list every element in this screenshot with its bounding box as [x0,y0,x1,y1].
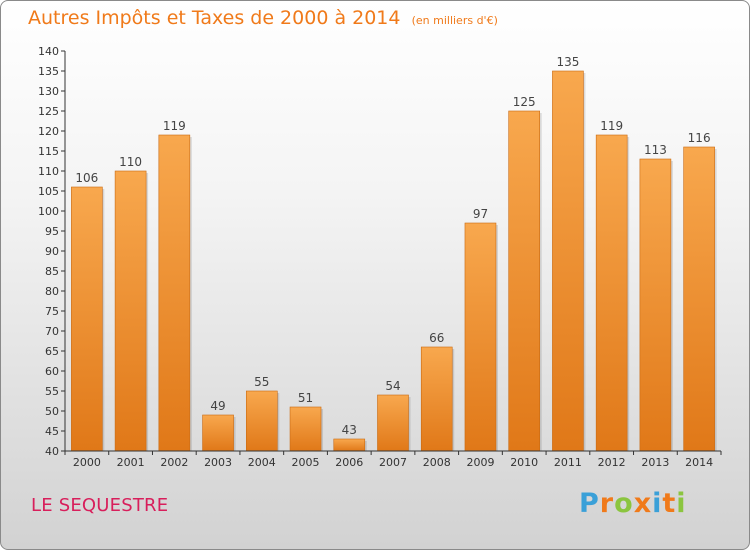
y-tick-label: 115 [38,145,59,158]
value-label-2004: 55 [254,375,269,389]
bar-2009 [464,222,497,452]
y-tick-label: 60 [45,365,59,378]
value-label-2010: 125 [513,95,536,109]
chart-title: Autres Impôts et Taxes de 2000 à 2014 [28,7,401,29]
x-tick-label-2010: 2010 [510,456,538,469]
chart-subtitle: (en milliers d'€) [411,14,498,27]
y-tick-label: 65 [45,345,59,358]
value-label-2011: 135 [556,55,579,69]
x-tick-label-2006: 2006 [335,456,363,469]
logo-letter: x [633,488,653,519]
logo-letter: i [652,488,663,519]
y-tick-label: 80 [45,285,59,298]
y-tick-label: 110 [38,165,59,178]
bar-2000 [71,186,103,452]
y-tick-label: 70 [45,325,59,338]
y-tick-label: 120 [38,125,59,138]
x-tick-label-2014: 2014 [685,456,713,469]
value-label-2012: 119 [600,119,623,133]
bar-2008 [420,346,453,452]
title-row: Autres Impôts et Taxes de 2000 à 2014 (e… [28,7,498,29]
value-label-2008: 66 [429,331,444,345]
bar-2002 [158,134,191,452]
value-label-2006: 43 [342,423,357,437]
logo-letter: t [662,488,677,519]
logo-letter: r [599,488,615,519]
x-tick-label-2004: 2004 [248,456,276,469]
x-tick-label-2011: 2011 [554,456,582,469]
y-tick-label: 85 [45,265,59,278]
commune-name: LE SEQUESTRE [31,495,169,516]
y-tick-label: 50 [45,405,59,418]
x-tick-label-2003: 2003 [204,456,232,469]
logo-letter: i [676,488,687,519]
y-tick-label: 40 [45,445,59,458]
y-tick-label: 45 [45,425,59,438]
y-tick-label: 125 [38,105,59,118]
bar-2010 [508,110,541,452]
y-tick-label: 130 [38,85,59,98]
bar-2014 [683,146,715,452]
value-label-2014: 116 [688,131,711,145]
value-label-2007: 54 [385,379,400,393]
x-tick-label-2013: 2013 [641,456,669,469]
y-tick-label: 140 [38,45,59,58]
logo-letter: P [579,488,600,519]
value-label-2013: 113 [644,143,667,157]
value-label-2001: 110 [119,155,142,169]
bar-2013 [639,158,672,452]
y-tick-label: 55 [45,385,59,398]
bar-2012 [595,134,628,452]
logo-letter: o [614,488,634,519]
bar-2005 [289,406,322,452]
bar-2007 [377,394,409,452]
x-tick-label-2009: 2009 [466,456,494,469]
bar-2006 [333,438,366,452]
x-tick-label-2008: 2008 [423,456,451,469]
y-tick-label: 90 [45,245,59,258]
bar-2001 [114,170,147,452]
bar-2011 [552,70,584,452]
x-tick-label-2005: 2005 [292,456,320,469]
y-tick-label: 75 [45,305,59,318]
value-label-2000: 106 [75,171,98,185]
value-label-2009: 97 [473,207,488,221]
x-tick-label-2001: 2001 [117,456,145,469]
value-label-2003: 49 [210,399,225,413]
bar-2004 [246,390,278,452]
x-tick-label-2007: 2007 [379,456,407,469]
y-tick-label: 135 [38,65,59,78]
value-label-2005: 51 [298,391,313,405]
y-tick-label: 105 [38,185,59,198]
bar-2003 [202,414,234,452]
value-label-2002: 119 [163,119,186,133]
proxiti-logo: Proxiti [579,488,687,519]
x-tick-label-2000: 2000 [73,456,101,469]
y-tick-label: 95 [45,225,59,238]
y-tick-label: 100 [38,205,59,218]
x-tick-label-2002: 2002 [160,456,188,469]
x-tick-label-2012: 2012 [598,456,626,469]
